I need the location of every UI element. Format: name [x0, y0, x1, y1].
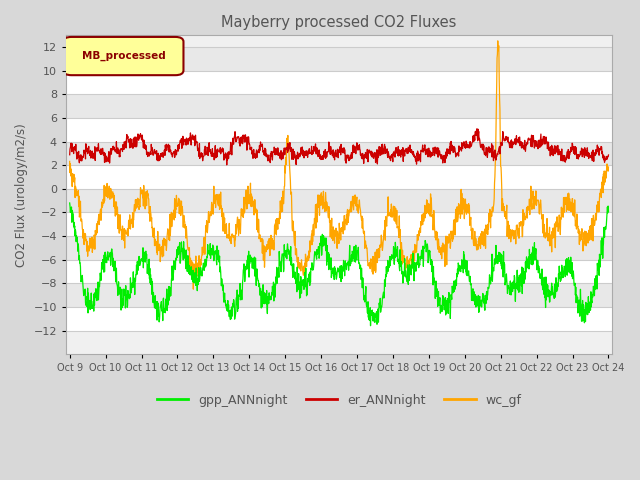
wc_gf: [295, 262, 303, 268]
Bar: [66, 118, 612, 142]
Line: wc_gf: wc_gf: [70, 41, 609, 289]
gpp_ANNnight: [316, 255, 323, 261]
er_ANNnight: [473, 126, 481, 132]
Bar: [66, 71, 612, 95]
er_ANNnight: [108, 151, 115, 157]
Bar: [66, 260, 612, 283]
Line: gpp_ANNnight: gpp_ANNnight: [70, 203, 609, 326]
Bar: [66, 283, 612, 307]
Bar: [66, 95, 612, 118]
FancyBboxPatch shape: [63, 37, 184, 75]
wc_gf: [373, 247, 381, 252]
er_ANNnight: [129, 136, 137, 142]
Bar: [66, 47, 612, 71]
Bar: [66, 213, 612, 236]
wc_gf: [108, 190, 115, 195]
Text: MB_processed: MB_processed: [81, 51, 165, 61]
Bar: [66, 165, 612, 189]
wc_gf: [605, 164, 612, 170]
wc_gf: [306, 238, 314, 244]
wc_gf: [129, 216, 137, 222]
gpp_ANNnight: [605, 208, 612, 214]
er_ANNnight: [306, 151, 314, 156]
er_ANNnight: [373, 151, 381, 156]
Bar: [66, 142, 612, 165]
gpp_ANNnight: [108, 248, 115, 254]
gpp_ANNnight: [305, 274, 313, 280]
Y-axis label: CO2 Flux (urology/m2/s): CO2 Flux (urology/m2/s): [15, 123, 28, 266]
Legend: gpp_ANNnight, er_ANNnight, wc_gf: gpp_ANNnight, er_ANNnight, wc_gf: [152, 389, 527, 412]
wc_gf: [189, 286, 197, 292]
wc_gf: [66, 158, 74, 164]
gpp_ANNnight: [373, 309, 381, 314]
er_ANNnight: [223, 162, 230, 168]
er_ANNnight: [66, 152, 74, 157]
Bar: [66, 189, 612, 213]
gpp_ANNnight: [129, 269, 137, 275]
gpp_ANNnight: [294, 280, 302, 286]
Bar: [66, 236, 612, 260]
gpp_ANNnight: [66, 200, 74, 206]
er_ANNnight: [295, 154, 303, 160]
wc_gf: [494, 38, 502, 44]
Bar: [66, 307, 612, 331]
Line: er_ANNnight: er_ANNnight: [70, 129, 609, 165]
wc_gf: [316, 212, 323, 218]
gpp_ANNnight: [367, 323, 374, 329]
er_ANNnight: [605, 152, 612, 158]
Title: Mayberry processed CO2 Fluxes: Mayberry processed CO2 Fluxes: [221, 15, 457, 30]
er_ANNnight: [316, 152, 323, 157]
